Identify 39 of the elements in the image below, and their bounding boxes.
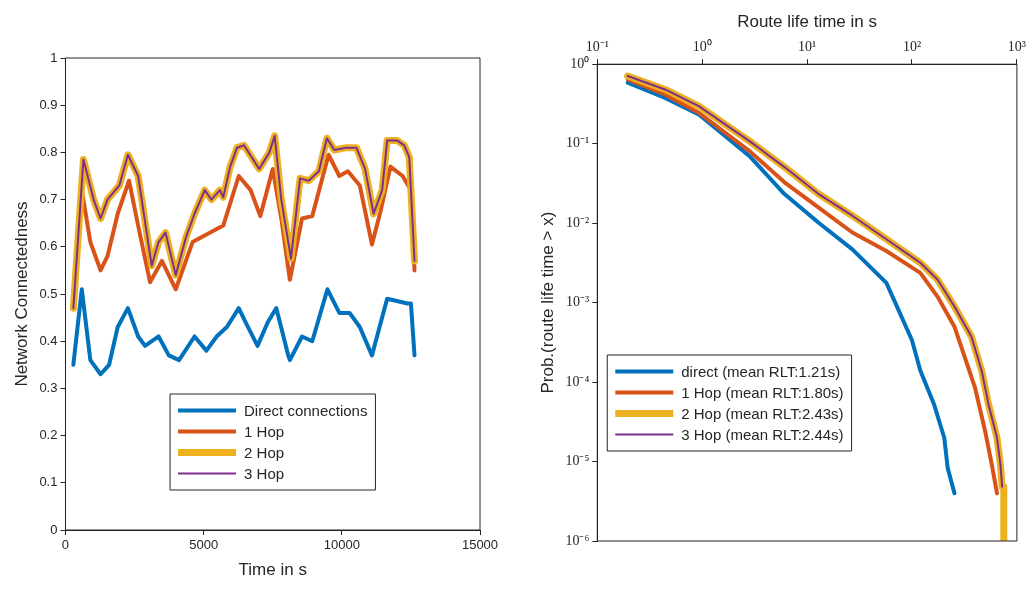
legend-label: 3 Hop (mean RLT:2.44s) [681,425,844,443]
x-tick-label: 10¹ [797,39,817,55]
y-tick-label: 0.7 [39,191,58,207]
x-axis-title: Route life time in s [737,11,878,31]
legend-label: 2 Hop (mean RLT:2.43s) [681,404,844,422]
y-tick-label: 0.6 [39,238,58,254]
legend-label: Direct connections [244,401,368,419]
y-tick-label: 0 [50,521,58,537]
y-tick-label: 10⁻¹ [566,135,590,151]
y-tick-label: 1 [50,49,58,65]
legend-label: 1 Hop [244,422,285,440]
y-tick-label: 10⁻² [566,214,590,230]
x-tick-label: 10⁰ [692,39,712,55]
y-tick-label: 10⁻³ [566,294,590,310]
y-tick-label: 10⁻⁵ [565,453,590,469]
x-tick-label: 10² [902,39,922,55]
legend-label: 2 Hop [244,443,285,461]
x-tick-label: 15000 [461,537,499,553]
legend-label: 1 Hop (mean RLT:1.80s) [681,383,844,401]
x-tick-label: 10⁻¹ [585,39,609,55]
y-tick-label: 0.2 [39,427,58,443]
y-tick-label: 0.1 [39,474,58,490]
y-axis-title: Network Connectedness [11,201,31,387]
y-tick-label: 0.8 [39,143,58,159]
y-tick-label: 0.3 [39,379,58,395]
y-tick-label: 10⁻⁶ [565,532,590,548]
legend-label: direct (mean RLT:1.21s) [681,362,841,380]
x-tick-label: 0 [61,537,70,553]
y-tick-label: 10⁰ [570,55,590,71]
x-tick-label: 10000 [323,537,360,553]
y-tick-label: 0.4 [39,332,58,348]
y-axis-title: Prob.(route life time > x) [537,211,557,394]
x-tick-label: 10³ [1007,39,1026,55]
y-tick-label: 0.5 [39,285,58,301]
y-tick-label: 0.9 [39,96,58,112]
y-tick-label: 10⁻⁴ [565,373,590,389]
x-tick-label: 5000 [189,537,219,553]
x-axis-title: Time in s [238,560,307,580]
legend-label: 3 Hop [244,464,285,482]
